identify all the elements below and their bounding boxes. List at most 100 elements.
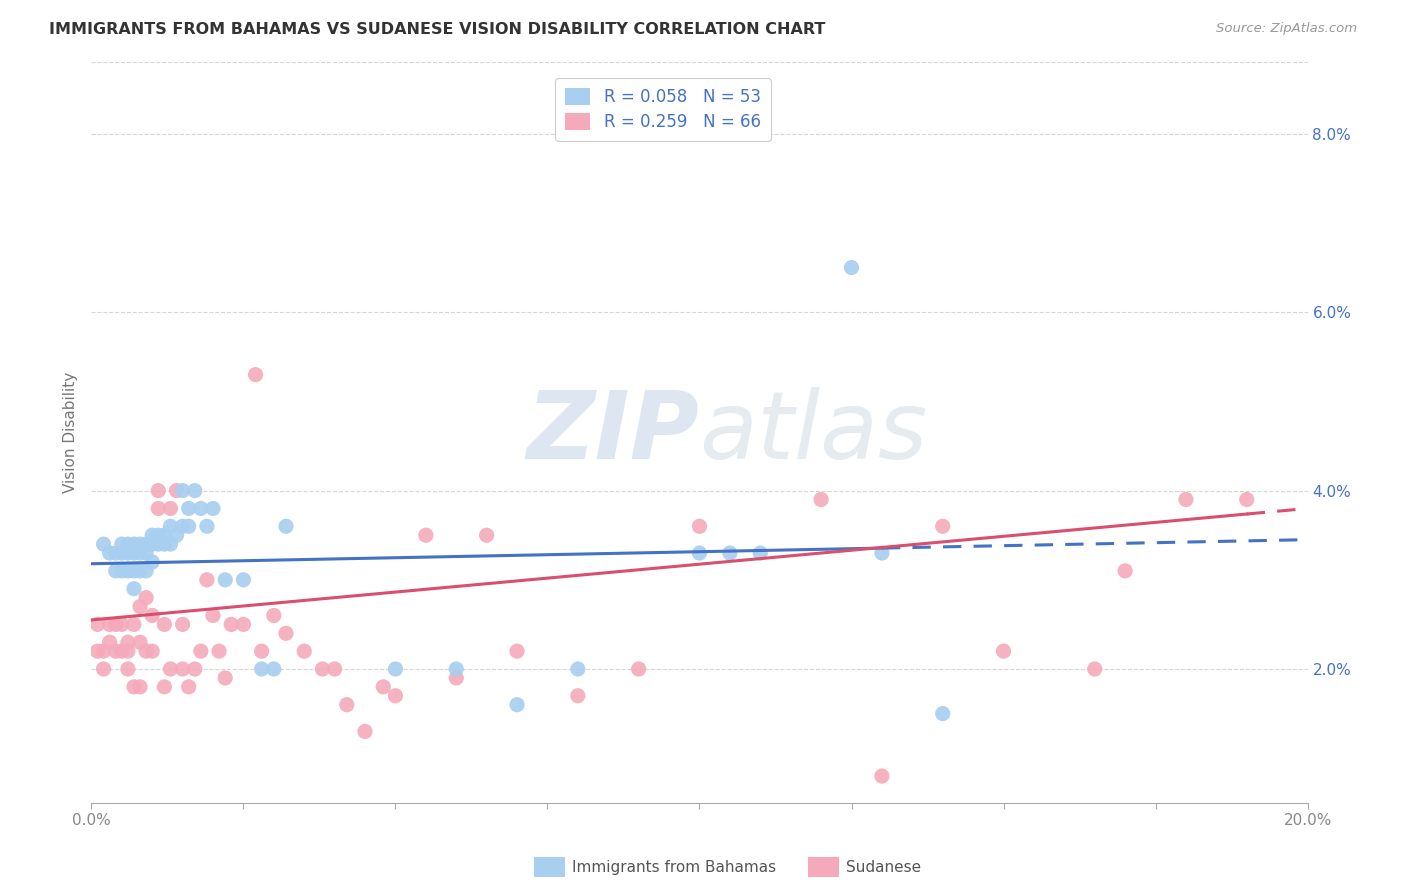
Point (93, 644, 115, 658)
Point (117, 537, 139, 551)
Point (177, 501, 200, 516)
Point (172, 662, 194, 676)
Text: atlas: atlas (699, 387, 928, 478)
Point (354, 724, 377, 739)
Point (202, 608, 225, 623)
Point (172, 483, 194, 498)
Text: ZIP: ZIP (527, 386, 699, 479)
Point (993, 644, 1015, 658)
Point (373, 680, 395, 694)
Point (86, 617, 108, 632)
Point (93, 537, 115, 551)
Point (122, 546, 145, 560)
Point (166, 483, 188, 498)
Text: Source: ZipAtlas.com: Source: ZipAtlas.com (1216, 22, 1357, 36)
Point (117, 546, 139, 560)
Point (195, 573, 218, 587)
Point (159, 501, 181, 516)
Point (93, 662, 115, 676)
Point (195, 519, 218, 533)
Point (98, 546, 121, 560)
Point (567, 689, 589, 703)
Point (506, 644, 529, 658)
Point (444, 671, 467, 685)
Point (111, 537, 134, 551)
Point (104, 617, 127, 632)
Point (98, 617, 121, 632)
Point (129, 564, 152, 578)
Point (250, 644, 273, 658)
Legend: R = 0.058   N = 53, R = 0.259   N = 66: R = 0.058 N = 53, R = 0.259 N = 66 (555, 78, 770, 141)
Point (1174, 492, 1197, 507)
Point (749, 546, 772, 560)
Point (384, 662, 406, 676)
Point (153, 617, 176, 632)
Point (129, 537, 152, 551)
Point (122, 537, 145, 551)
Text: Immigrants from Bahamas: Immigrants from Bahamas (572, 860, 776, 874)
Point (117, 662, 139, 676)
Point (214, 573, 236, 587)
Point (159, 537, 181, 551)
Point (148, 528, 170, 542)
Point (870, 546, 893, 560)
Point (148, 501, 170, 516)
Point (122, 582, 145, 596)
Point (104, 644, 127, 658)
Point (184, 483, 207, 498)
Point (323, 662, 346, 676)
Point (214, 671, 236, 685)
Point (172, 519, 194, 533)
Point (931, 706, 953, 721)
Point (148, 483, 170, 498)
Point (104, 546, 127, 560)
Point (274, 626, 297, 640)
Point (86, 644, 108, 658)
Point (810, 492, 832, 507)
Point (841, 260, 863, 275)
Point (177, 680, 200, 694)
Point (232, 573, 254, 587)
Point (506, 698, 529, 712)
Point (336, 698, 359, 712)
Point (159, 662, 181, 676)
Point (129, 546, 152, 560)
Point (172, 617, 194, 632)
Point (208, 644, 231, 658)
Text: IMMIGRANTS FROM BAHAMAS VS SUDANESE VISION DISABILITY CORRELATION CHART: IMMIGRANTS FROM BAHAMAS VS SUDANESE VISI… (49, 22, 825, 37)
Point (219, 617, 242, 632)
Point (111, 546, 134, 560)
Point (141, 528, 163, 542)
Point (159, 519, 181, 533)
Point (141, 555, 163, 569)
Point (177, 519, 200, 533)
Point (129, 680, 152, 694)
Point (117, 635, 139, 649)
Point (184, 662, 207, 676)
Point (153, 537, 176, 551)
Point (567, 662, 589, 676)
Point (311, 662, 333, 676)
Point (153, 528, 176, 542)
Text: Sudanese: Sudanese (846, 860, 921, 874)
Point (627, 662, 650, 676)
Point (135, 644, 157, 658)
Point (718, 546, 741, 560)
Point (141, 608, 163, 623)
Point (135, 591, 157, 605)
Point (1114, 564, 1136, 578)
Point (135, 564, 157, 578)
Point (444, 662, 467, 676)
Point (190, 501, 212, 516)
Point (688, 519, 710, 533)
Point (245, 368, 267, 382)
Point (111, 617, 134, 632)
Point (122, 680, 145, 694)
Point (122, 617, 145, 632)
Point (141, 644, 163, 658)
Point (129, 635, 152, 649)
Point (111, 564, 134, 578)
Point (415, 528, 437, 542)
Point (384, 689, 406, 703)
Point (117, 644, 139, 658)
